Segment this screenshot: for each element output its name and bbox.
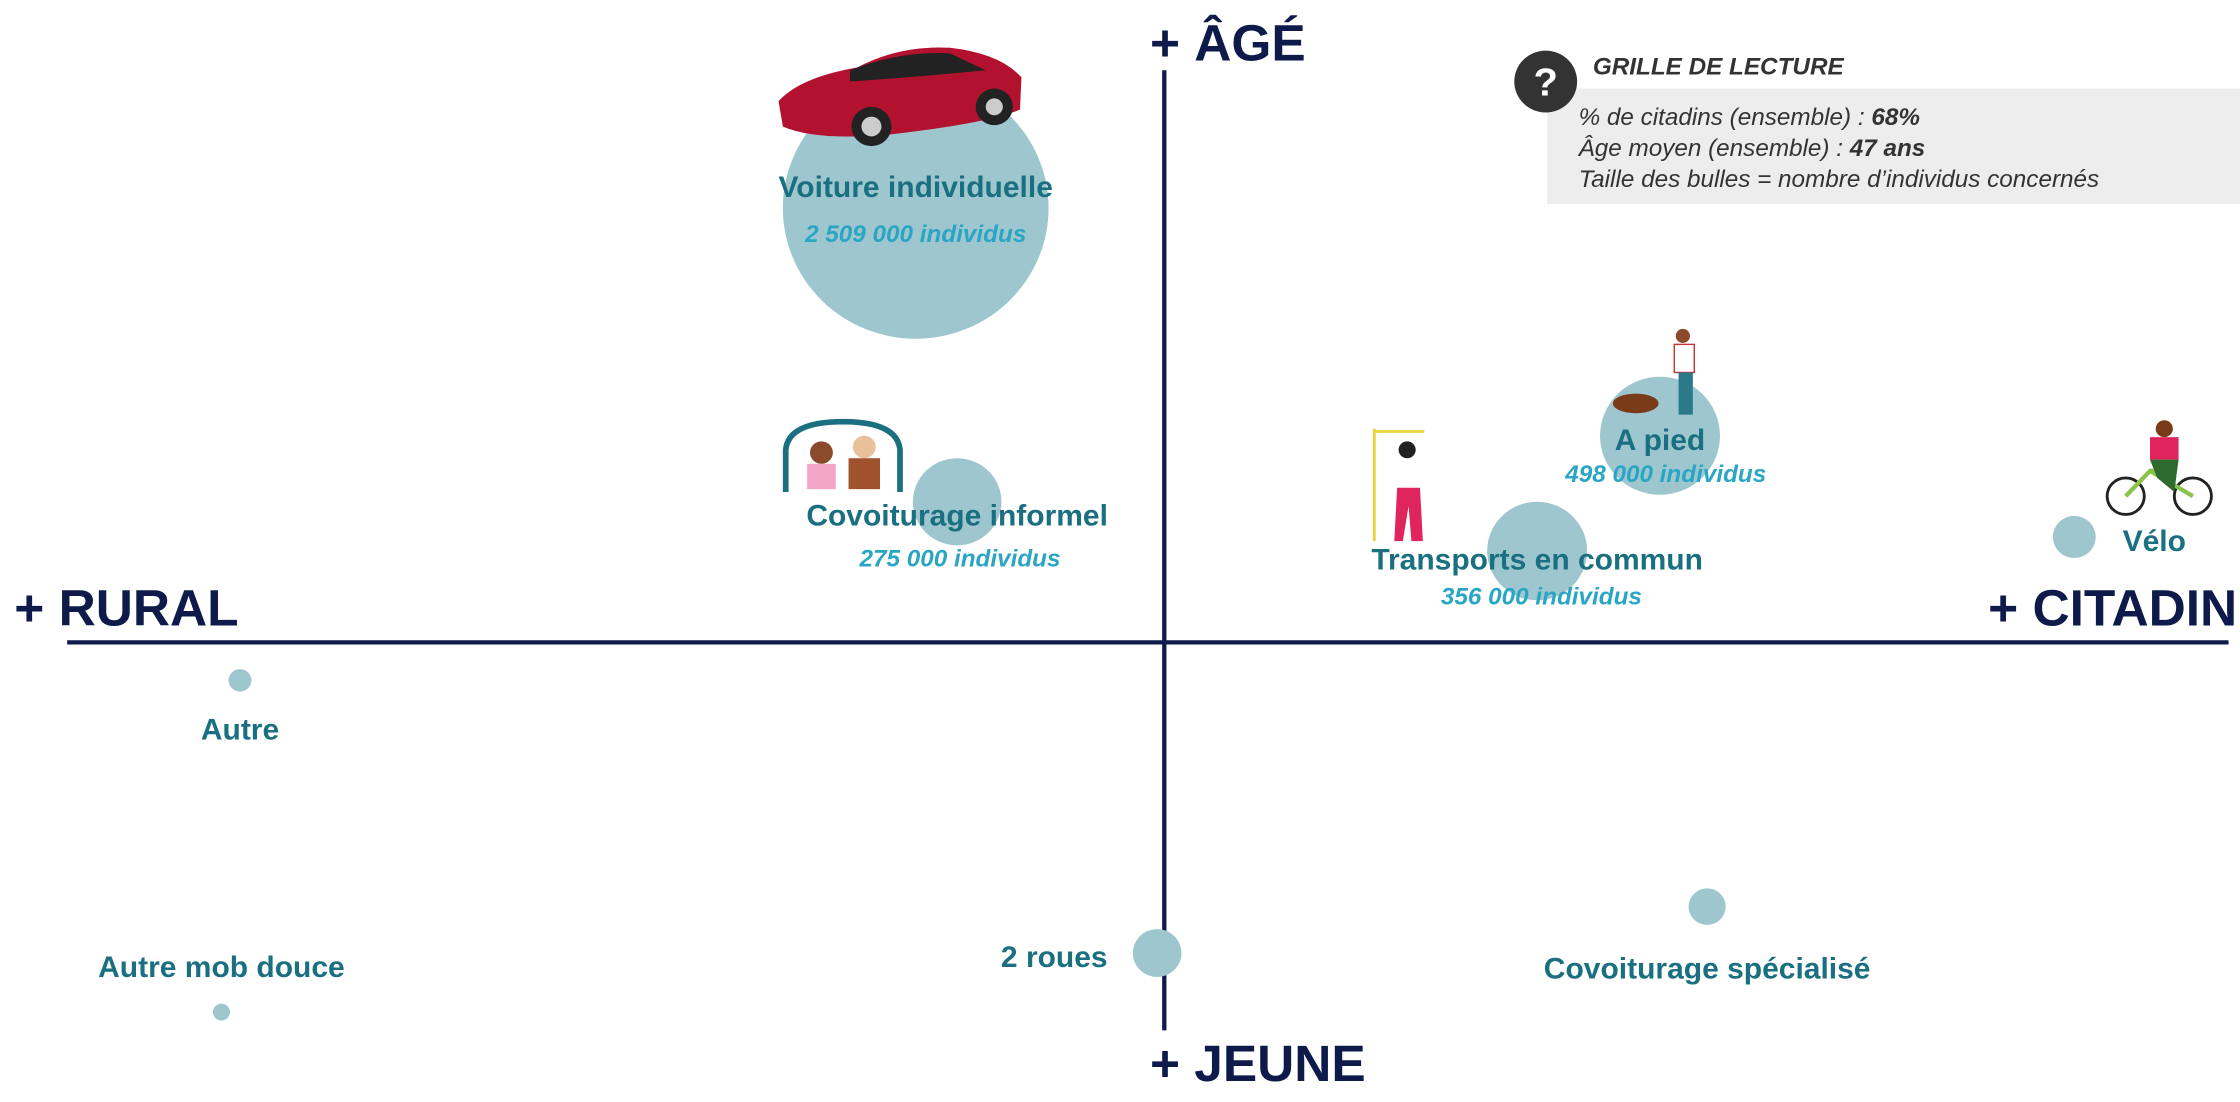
node-label: Transports en commun [1371, 543, 1703, 576]
axis-top: + ÂGÉ [1150, 14, 1306, 72]
legend-line: % de citadins (ensemble) : 68% [1579, 104, 1920, 131]
node-label: A pied [1615, 424, 1706, 457]
node-count: 498 000 individus [1564, 461, 1766, 488]
axis-right: + CITADIN [1988, 580, 2237, 637]
legend-line: Âge moyen (ensemble) : 47 ans [1578, 135, 1926, 162]
legend-lines: % de citadins (ensemble) : 68% Âge moyen … [1578, 104, 2100, 193]
bubble [228, 669, 252, 692]
walker-illustration [1612, 328, 1695, 415]
node-count: 275 000 individus [858, 546, 1060, 573]
node-label: Voiture individuelle [779, 171, 1053, 204]
bike-illustration [2105, 420, 2213, 516]
bubble [782, 77, 1049, 339]
axis-left: + RURAL [14, 580, 238, 637]
carpool-illustration [782, 418, 903, 492]
car-illustration [778, 47, 1022, 147]
help-mark: ? [1533, 61, 1557, 105]
legend-strong: 47 ans [1849, 135, 1926, 162]
node-label: Autre [201, 714, 279, 747]
axis-bottom: + JEUNE [1150, 1035, 1366, 1092]
bubble [1132, 929, 1182, 977]
node-label: Covoiturage spécialisé [1544, 953, 1871, 986]
node-label: 2 roues [1001, 941, 1108, 974]
node-count: 356 000 individus [1441, 584, 1642, 611]
node-label: Vélo [2123, 525, 2186, 558]
bubble [2052, 515, 2096, 559]
bubble [212, 1003, 230, 1021]
bubble [1487, 501, 1588, 601]
node-label: Covoiturage informel [806, 500, 1108, 533]
bubble [912, 458, 1002, 546]
legend-title: GRILLE DE LECTURE [1593, 54, 1845, 81]
legend-text: % de citadins (ensemble) : [1579, 104, 1872, 131]
legend-text: Taille des bulles = nombre d’individus c… [1579, 166, 2100, 193]
help-icon [1514, 50, 1578, 113]
bubble [1688, 888, 1726, 925]
node-count: 2 509 000 individus [804, 221, 1026, 248]
commuter-illustration [1372, 428, 1425, 542]
legend-box [1547, 88, 2240, 204]
node-label: Autre mob douce [98, 951, 345, 984]
legend-strong: 68% [1871, 104, 1920, 131]
legend-line: Taille des bulles = nombre d’individus c… [1579, 166, 2100, 193]
legend-text: Âge moyen (ensemble) : [1578, 135, 1850, 162]
bubbles: Voiture individuelle 2 509 000 individus C… [98, 77, 2186, 1021]
